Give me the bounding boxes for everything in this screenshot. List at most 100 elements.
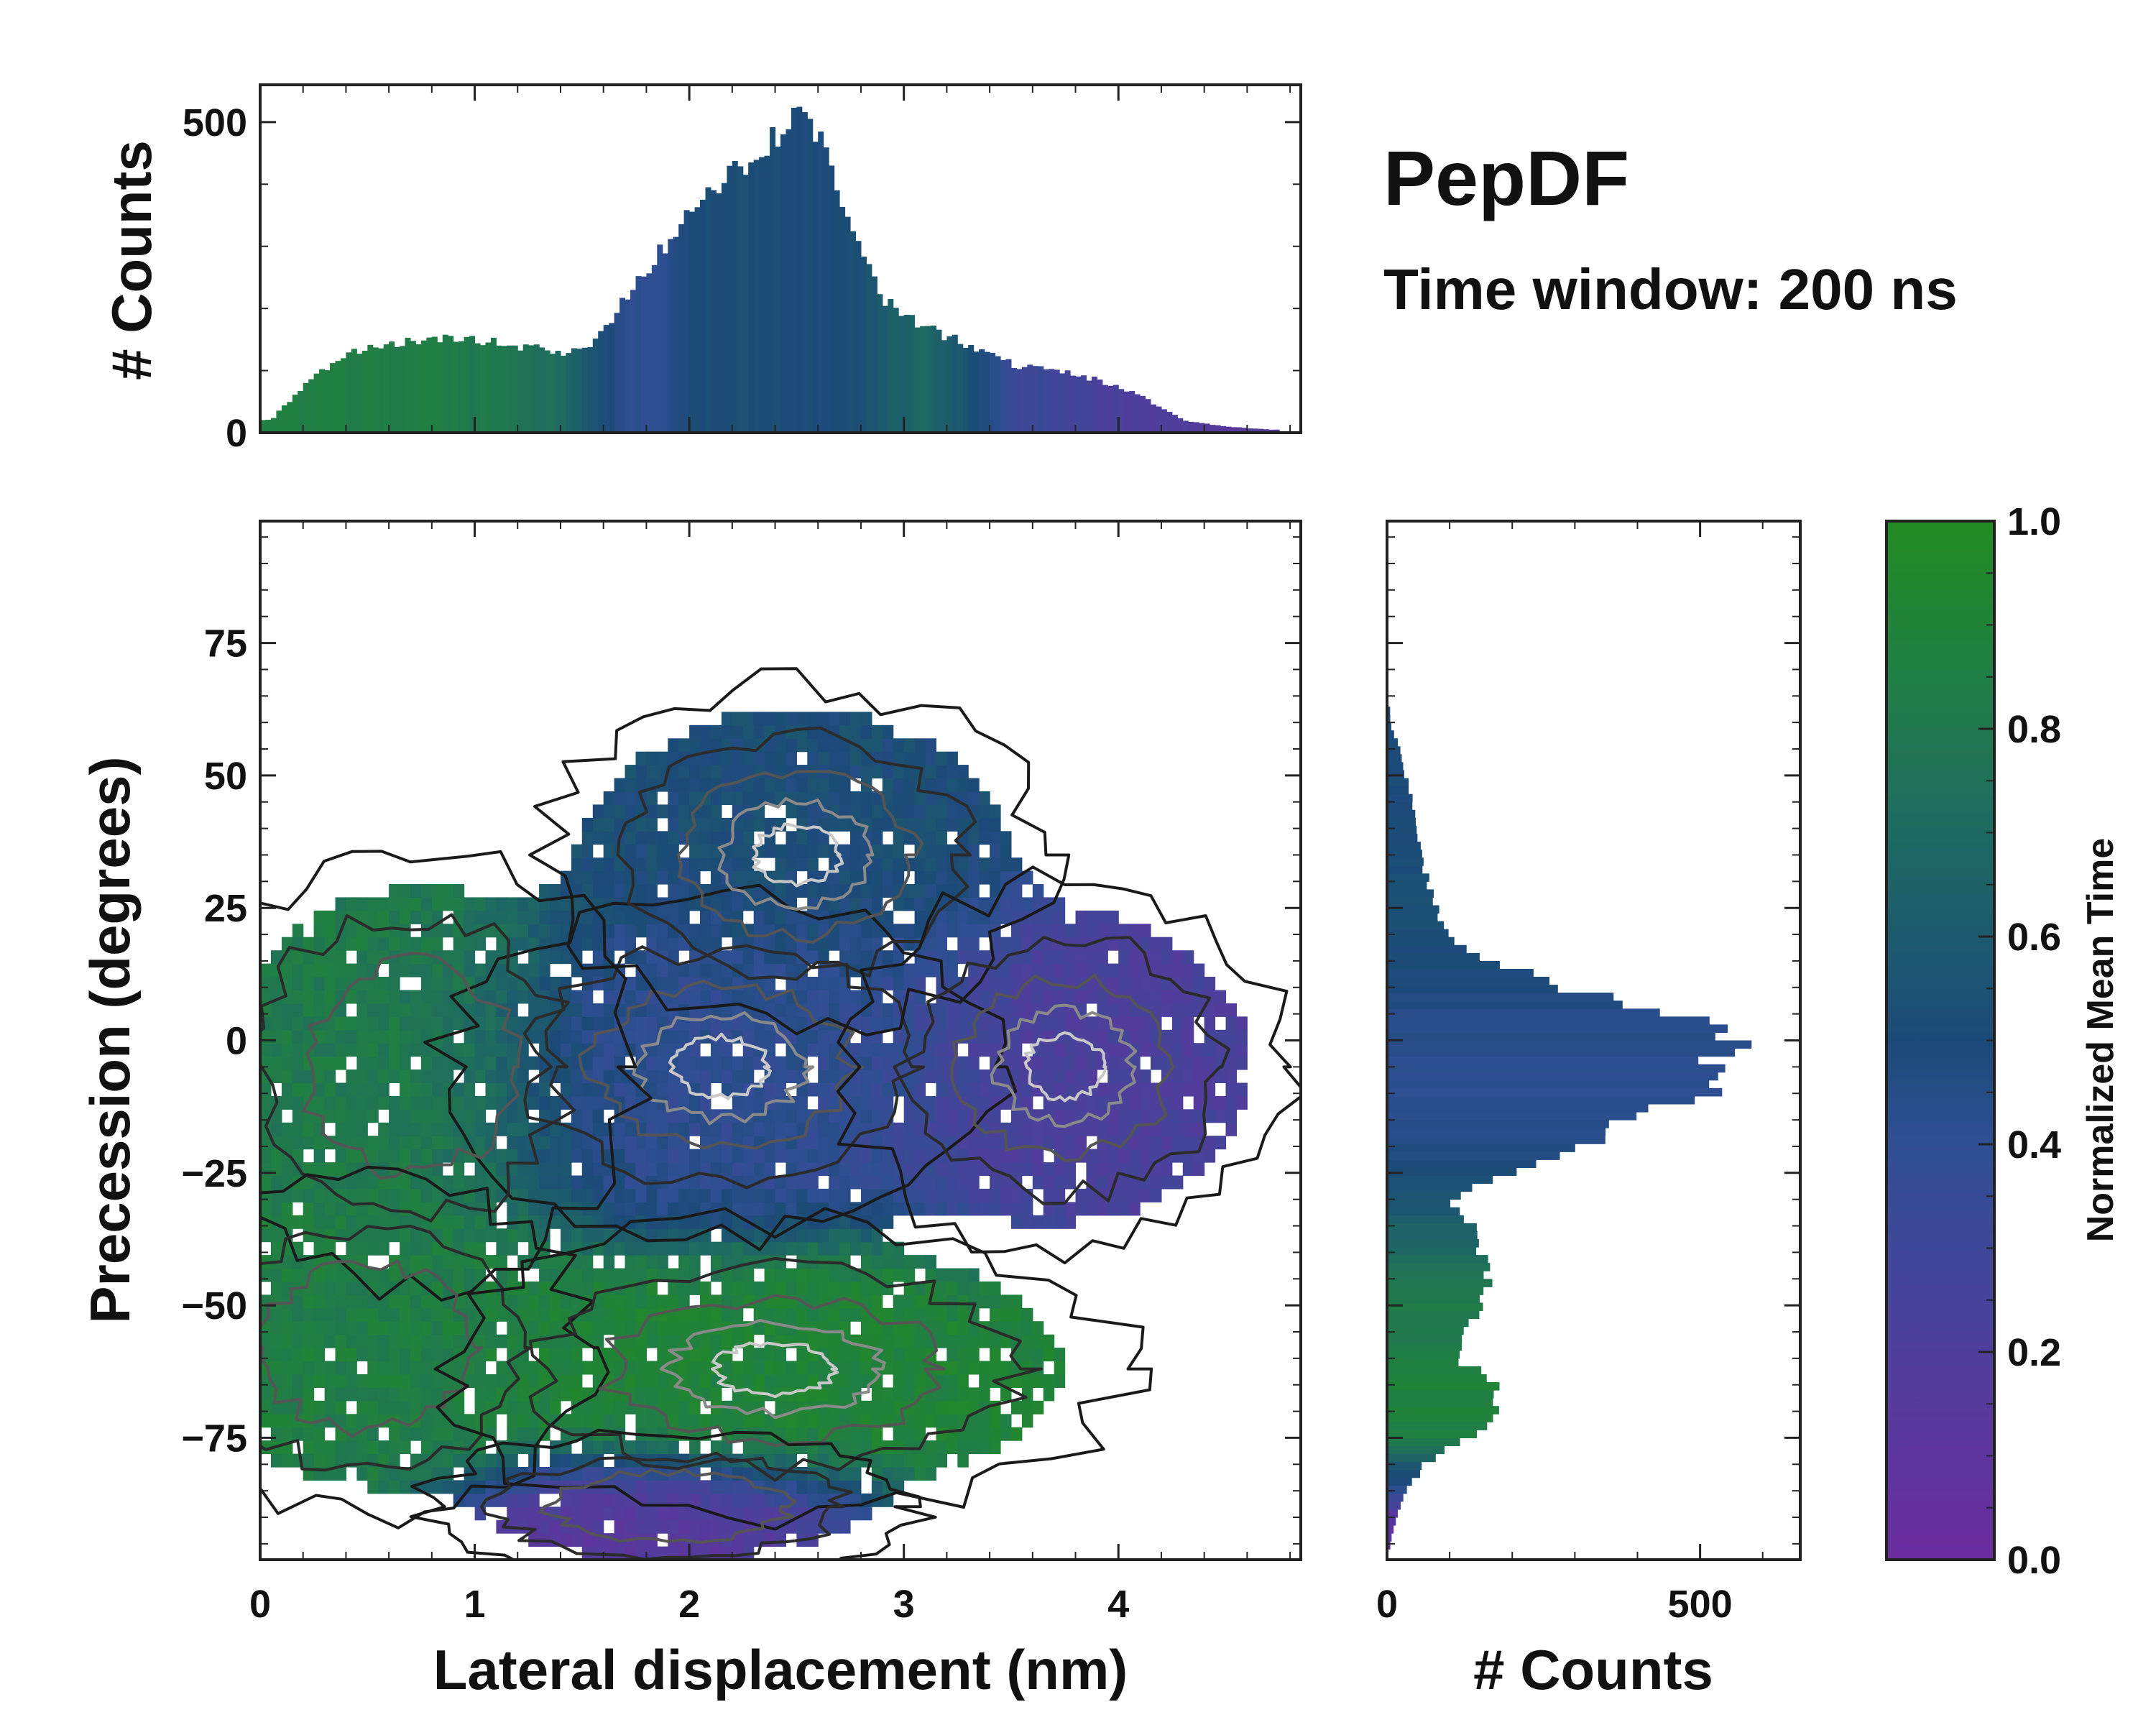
density-cell [614, 1400, 626, 1414]
density-cell [936, 1400, 947, 1414]
density-cell [581, 1016, 594, 1031]
density-cell [721, 1241, 733, 1256]
density-cell [711, 937, 722, 951]
top-histogram-bar [678, 224, 685, 433]
density-cell [1129, 924, 1141, 938]
density-cell [1193, 1162, 1205, 1177]
density-cell [839, 778, 851, 792]
density-cell [700, 738, 711, 753]
density-cell [903, 1414, 916, 1428]
density-cell [764, 1149, 776, 1163]
density-cell [678, 1307, 690, 1322]
density-cell [474, 1374, 487, 1388]
top-histogram-bar [389, 341, 395, 433]
density-cell [646, 870, 658, 885]
density-cell [1182, 963, 1194, 978]
density-cell [893, 884, 905, 898]
density-cell [796, 977, 808, 990]
density-cell [796, 1188, 808, 1202]
density-cell [464, 1122, 476, 1136]
density-cell [571, 1070, 583, 1083]
top-histogram-bar [829, 165, 835, 433]
density-cell [1075, 1122, 1087, 1136]
density-cell [625, 990, 636, 1004]
density-cell [592, 1070, 604, 1083]
density-cell [635, 765, 647, 779]
density-cell [420, 1095, 433, 1110]
density-cell [775, 1188, 786, 1202]
density-cell [270, 1268, 282, 1282]
density-cell [1021, 1414, 1033, 1428]
density-cell [861, 897, 872, 911]
density-cell [389, 1095, 400, 1110]
density-cell [753, 1307, 765, 1322]
top-histogram-bar [394, 346, 400, 433]
density-cell [1010, 924, 1023, 938]
top-histogram-bar [850, 231, 856, 433]
density-cell [861, 765, 872, 779]
density-cell [1107, 910, 1119, 924]
density-cell [882, 1202, 894, 1216]
density-cell [839, 804, 851, 819]
density-cell [1010, 1307, 1023, 1322]
density-cell [871, 1215, 883, 1229]
density-cell [936, 765, 947, 779]
density-cell [936, 857, 947, 872]
density-contour [409, 1428, 937, 1560]
colorbar-ticks: 0.00.20.40.60.81.0 [1978, 500, 2061, 1582]
density-cell [303, 1215, 315, 1229]
density-cell [400, 1440, 411, 1455]
density-cell [324, 977, 336, 990]
density-cell [485, 1467, 497, 1481]
density-cell [775, 1202, 786, 1216]
density-cell [882, 977, 894, 990]
density-cell [400, 910, 411, 924]
density-cell [775, 1175, 786, 1190]
density-cell [861, 1506, 872, 1521]
density-cell [850, 1506, 862, 1521]
density-cell [603, 1348, 615, 1362]
density-cell [1064, 963, 1077, 978]
density-cell [807, 1374, 819, 1388]
density-cell [689, 844, 701, 858]
density-cell [464, 910, 476, 924]
density-cell [711, 1043, 722, 1057]
density-cell [346, 1149, 357, 1163]
density-cell [581, 1361, 594, 1375]
density-cell [657, 924, 668, 938]
density-cell [871, 937, 883, 951]
density-cell [356, 1440, 368, 1455]
density-cell [979, 1095, 990, 1110]
right-histogram-bar [1387, 1215, 1464, 1224]
density-cell [324, 1281, 336, 1295]
density-cell [474, 1334, 487, 1348]
density-cell [678, 1255, 690, 1269]
density-cell [592, 1361, 604, 1375]
density-cell [1225, 1070, 1237, 1083]
density-contour [717, 796, 875, 911]
density-cell [292, 1307, 304, 1322]
density-cell [871, 1109, 883, 1123]
density-cell [839, 1003, 851, 1017]
density-cell [496, 1268, 507, 1282]
density-cell [400, 1070, 411, 1083]
density-cell [400, 1202, 411, 1216]
density-cell [818, 1241, 829, 1256]
density-cell [657, 1228, 668, 1243]
right-histogram-bar [1387, 1358, 1459, 1367]
density-cell [829, 1175, 840, 1190]
density-cell [485, 1294, 497, 1309]
density-cell [571, 1188, 583, 1202]
main-y-tick-label: −25 [181, 1152, 247, 1195]
density-cell [807, 1082, 819, 1097]
density-cell [378, 897, 390, 911]
density-cell [721, 1307, 733, 1322]
top-histogram-bar [1032, 366, 1038, 433]
density-cell [646, 791, 658, 805]
density-cell [657, 1188, 668, 1202]
density-cell [635, 1546, 647, 1560]
density-cell [281, 1400, 293, 1414]
density-cell [839, 751, 851, 765]
density-cell [324, 910, 336, 924]
density-cell [914, 1136, 926, 1150]
